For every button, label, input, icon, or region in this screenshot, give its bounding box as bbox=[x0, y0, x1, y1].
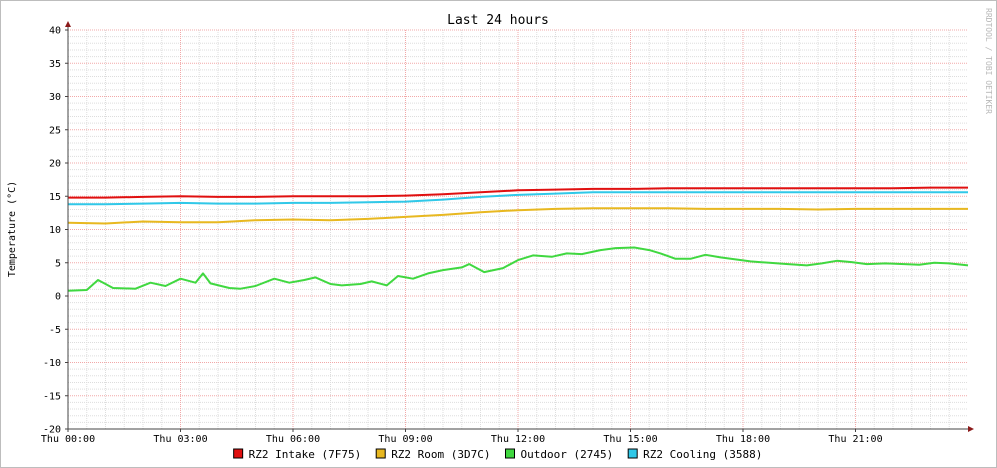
y-tick-label: -15 bbox=[43, 391, 61, 402]
y-tick-label: 40 bbox=[49, 26, 61, 37]
rrdtool-watermark: RRDTOOL / TOBI OETIKER bbox=[984, 8, 993, 114]
x-tick-label: Thu 12:00 bbox=[491, 434, 545, 445]
legend-item: RZ2 Cooling (3588) bbox=[627, 448, 762, 461]
chart-title: Last 24 hours bbox=[447, 13, 549, 28]
x-tick-labels: Thu 00:00 Thu 03:00 Thu 06:00 Thu 09:00 Thu … bbox=[41, 434, 883, 445]
axes bbox=[65, 21, 974, 432]
series-line bbox=[68, 186, 968, 199]
y-tick-label: 35 bbox=[49, 59, 61, 70]
legend-swatch bbox=[627, 448, 638, 459]
y-tick-label: 25 bbox=[49, 125, 61, 136]
x-tick-label: Thu 21:00 bbox=[828, 434, 882, 445]
x-tick-label: Thu 18:00 bbox=[716, 434, 770, 445]
legend-label: RZ2 Cooling (3588) bbox=[643, 448, 762, 461]
y-tick-label: 0 bbox=[55, 292, 61, 303]
series-line bbox=[67, 246, 969, 292]
series-line bbox=[67, 207, 968, 225]
legend-label: Outdoor (2745) bbox=[521, 448, 614, 461]
y-tick-label: 10 bbox=[49, 225, 61, 236]
series-line bbox=[68, 191, 968, 206]
legend-swatch bbox=[505, 448, 515, 459]
y-tick-label: 30 bbox=[49, 92, 61, 103]
legend-swatch bbox=[375, 448, 386, 459]
legend-item: Outdoor (2745) bbox=[505, 448, 614, 461]
x-tick-label: Thu 00:00 bbox=[41, 434, 95, 445]
legend-item: RZ2 Intake (7F75) bbox=[233, 448, 362, 461]
y-tick-label: 5 bbox=[55, 258, 61, 269]
x-tick-label: Thu 15:00 bbox=[603, 434, 657, 445]
y-tick-label: 20 bbox=[49, 159, 61, 170]
legend-label: RZ2 Room (3D7C) bbox=[391, 448, 490, 461]
y-axis-label: Temperature (°C) bbox=[7, 181, 18, 277]
y-tick-label: 15 bbox=[49, 192, 61, 203]
x-axis-arrow bbox=[968, 426, 974, 432]
legend: RZ2 Intake (7F75) RZ2 Room (3D7C) Outdoor … bbox=[233, 448, 762, 461]
y-tick-label: -10 bbox=[43, 358, 61, 369]
y-tick-labels: 40 35 30 25 20 15 10 5 0 -5 -10 -15 -20 bbox=[43, 26, 61, 436]
legend-swatch bbox=[233, 448, 244, 459]
series-lines bbox=[67, 186, 969, 292]
major-grid bbox=[67, 29, 968, 430]
x-tick-label: Thu 03:00 bbox=[153, 434, 207, 445]
legend-item: RZ2 Room (3D7C) bbox=[375, 448, 491, 461]
legend-label: RZ2 Intake (7F75) bbox=[249, 448, 362, 461]
y-axis-arrow bbox=[65, 21, 71, 27]
y-tick-label: -5 bbox=[49, 325, 61, 336]
x-tick-label: Thu 09:00 bbox=[378, 434, 432, 445]
x-tick-label: Thu 06:00 bbox=[266, 434, 320, 445]
y-tick-label: -20 bbox=[43, 425, 61, 436]
